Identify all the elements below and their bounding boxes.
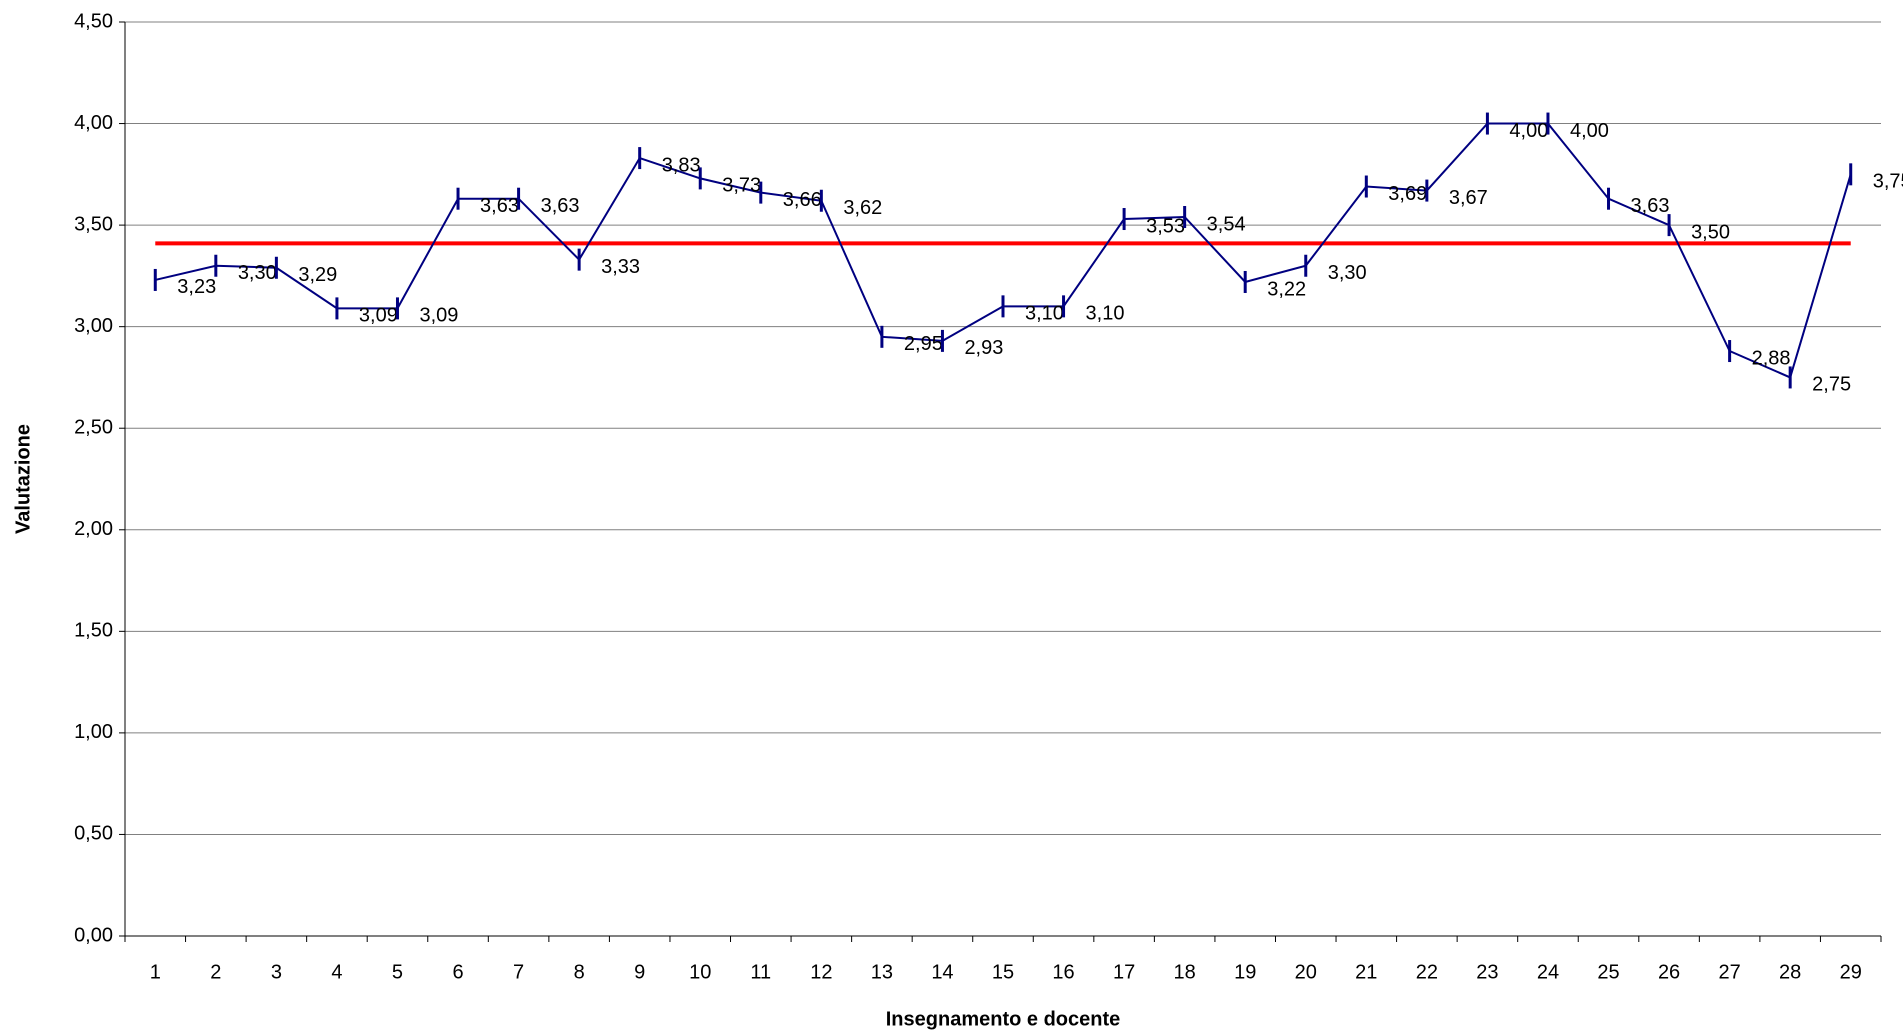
y-tick-label: 2,00 bbox=[74, 518, 113, 540]
x-tick-label: 25 bbox=[1597, 961, 1619, 983]
data-label: 3,09 bbox=[419, 305, 458, 327]
x-tick-label: 4 bbox=[331, 961, 342, 983]
y-tick-label: 0,50 bbox=[74, 823, 113, 845]
x-tick-label: 2 bbox=[210, 961, 221, 983]
y-tick-label: 4,50 bbox=[74, 10, 113, 32]
data-label: 3,63 bbox=[1631, 195, 1670, 217]
x-axis-title: Insegnamento e docente bbox=[886, 1008, 1121, 1030]
x-tick-label: 27 bbox=[1718, 961, 1740, 983]
data-label: 3,62 bbox=[843, 197, 882, 219]
data-label: 3,63 bbox=[541, 195, 580, 217]
y-tick-label: 0,00 bbox=[74, 924, 113, 946]
y-tick-label: 3,50 bbox=[74, 213, 113, 235]
x-tick-label: 3 bbox=[271, 961, 282, 983]
y-tick-label: 3,00 bbox=[74, 315, 113, 337]
x-tick-label: 18 bbox=[1174, 961, 1196, 983]
x-tick-label: 22 bbox=[1416, 961, 1438, 983]
data-label: 3,29 bbox=[298, 264, 337, 286]
x-tick-label: 20 bbox=[1295, 961, 1317, 983]
x-tick-label: 9 bbox=[634, 961, 645, 983]
x-tick-label: 7 bbox=[513, 961, 524, 983]
x-tick-label: 17 bbox=[1113, 961, 1135, 983]
x-tick-label: 28 bbox=[1779, 961, 1801, 983]
data-label: 3,23 bbox=[177, 276, 216, 298]
y-tick-label: 1,00 bbox=[74, 721, 113, 743]
data-label: 2,95 bbox=[904, 333, 943, 355]
data-label: 3,09 bbox=[359, 305, 398, 327]
data-label: 3,10 bbox=[1025, 303, 1064, 325]
data-label: 2,88 bbox=[1752, 347, 1791, 369]
data-label: 3,54 bbox=[1207, 213, 1246, 235]
x-tick-label: 19 bbox=[1234, 961, 1256, 983]
data-label: 3,83 bbox=[662, 154, 701, 176]
x-tick-label: 21 bbox=[1355, 961, 1377, 983]
x-tick-label: 1 bbox=[150, 961, 161, 983]
data-label: 3,53 bbox=[1146, 215, 1185, 237]
data-label: 3,69 bbox=[1388, 183, 1427, 205]
x-tick-label: 14 bbox=[931, 961, 953, 983]
data-label: 3,33 bbox=[601, 256, 640, 278]
x-tick-label: 13 bbox=[871, 961, 893, 983]
data-label: 3,50 bbox=[1691, 221, 1730, 243]
data-label: 2,93 bbox=[964, 337, 1003, 359]
data-label: 3,63 bbox=[480, 195, 519, 217]
data-label: 3,66 bbox=[783, 189, 822, 211]
data-label: 4,00 bbox=[1570, 120, 1609, 142]
x-tick-label: 5 bbox=[392, 961, 403, 983]
x-tick-label: 29 bbox=[1840, 961, 1862, 983]
x-tick-label: 8 bbox=[574, 961, 585, 983]
y-tick-label: 2,50 bbox=[74, 417, 113, 439]
y-tick-label: 4,00 bbox=[74, 112, 113, 134]
x-tick-label: 16 bbox=[1052, 961, 1074, 983]
x-tick-label: 6 bbox=[452, 961, 463, 983]
x-tick-label: 26 bbox=[1658, 961, 1680, 983]
data-label: 2,75 bbox=[1812, 374, 1851, 396]
data-label: 3,10 bbox=[1086, 303, 1125, 325]
x-tick-label: 11 bbox=[750, 961, 771, 983]
data-label: 4,00 bbox=[1509, 120, 1548, 142]
x-tick-label: 23 bbox=[1476, 961, 1498, 983]
x-tick-label: 15 bbox=[992, 961, 1014, 983]
x-tick-label: 12 bbox=[810, 961, 832, 983]
data-label: 3,30 bbox=[238, 262, 277, 284]
data-label: 3,22 bbox=[1267, 278, 1306, 300]
y-tick-label: 1,50 bbox=[74, 620, 113, 642]
data-label: 3,67 bbox=[1449, 187, 1488, 209]
data-label: 3,75 bbox=[1873, 171, 1903, 193]
y-axis-title: Valutazione bbox=[12, 424, 34, 534]
x-tick-label: 10 bbox=[689, 961, 711, 983]
data-label: 3,73 bbox=[722, 175, 761, 197]
x-tick-label: 24 bbox=[1537, 961, 1559, 983]
data-label: 3,30 bbox=[1328, 262, 1367, 284]
